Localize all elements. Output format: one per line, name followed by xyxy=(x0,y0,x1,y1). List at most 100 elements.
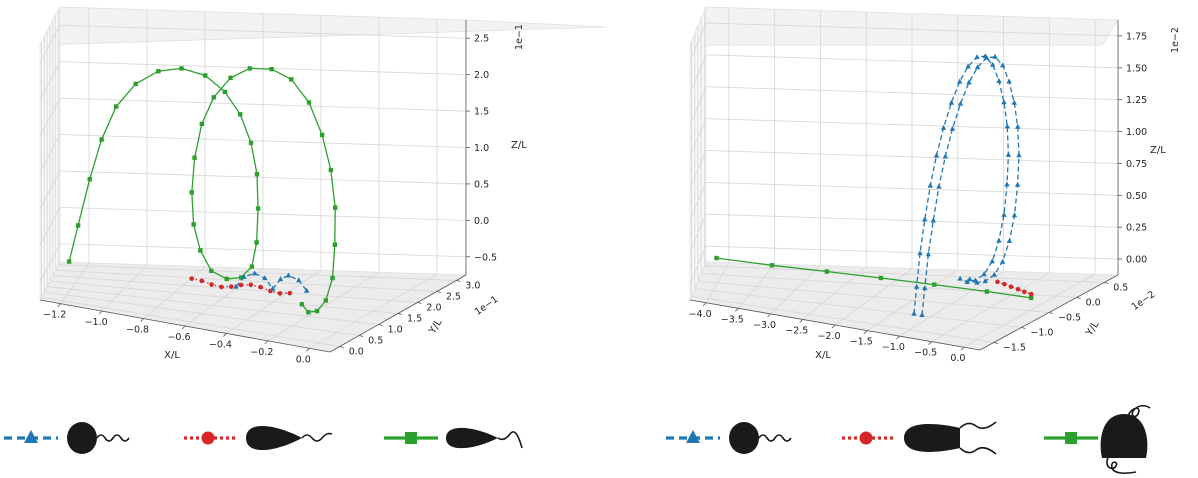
square-marker xyxy=(156,69,161,74)
z-gridline xyxy=(689,86,707,125)
z-gridline xyxy=(59,61,467,76)
x-tick xyxy=(181,325,186,330)
z-gridline xyxy=(705,213,1119,228)
triangle-marker xyxy=(277,276,284,282)
x-tick xyxy=(896,335,900,340)
legend-triangle-marker xyxy=(24,430,38,443)
data-series xyxy=(919,53,1022,317)
circle-marker xyxy=(258,284,263,290)
z-gridline xyxy=(39,97,61,137)
y-tick xyxy=(359,335,364,337)
square-marker xyxy=(332,205,338,210)
square-marker xyxy=(189,190,194,195)
z-tick-label: 1.0 xyxy=(474,143,489,154)
flagellum xyxy=(497,431,523,449)
z-gridline xyxy=(705,150,1119,164)
z-gridline xyxy=(59,243,467,258)
triangle-marker xyxy=(967,276,973,282)
square-marker xyxy=(248,140,254,146)
y-tick-label: −0.5 xyxy=(1058,313,1081,324)
y-tick-label: −1.5 xyxy=(1003,343,1026,354)
circle-marker xyxy=(1002,281,1007,287)
x-tick-label: −1.0 xyxy=(882,342,905,353)
z-gridline xyxy=(39,25,61,64)
circle-marker xyxy=(228,284,234,289)
z-gridline xyxy=(705,181,1119,196)
x-tick xyxy=(767,313,771,318)
x-tick-label: −2.5 xyxy=(785,325,808,336)
z-gridline xyxy=(689,150,707,189)
x-tick xyxy=(863,330,868,334)
z-gridline xyxy=(39,243,61,282)
square-marker xyxy=(224,276,229,282)
square-marker xyxy=(769,263,775,268)
flagellum xyxy=(301,432,333,442)
x-axis-label: X/L xyxy=(164,350,180,361)
triangle-marker xyxy=(911,310,917,316)
x-tick-label: −4.0 xyxy=(689,309,712,320)
y-tick-label: 2.5 xyxy=(446,292,461,303)
z-tick-label: 1.00 xyxy=(1126,127,1147,138)
flagellum xyxy=(96,434,130,442)
x-tick-label: −0.4 xyxy=(209,339,232,350)
z-tick-label: 1.75 xyxy=(1126,31,1147,42)
x-tick xyxy=(98,310,103,315)
y-axis-label: Y/L xyxy=(1084,319,1102,339)
teardrop-cell-two-flagella-icon xyxy=(842,421,997,455)
z-gridline xyxy=(39,170,61,210)
square-marker xyxy=(254,172,260,177)
triangle-marker xyxy=(1005,151,1012,157)
triangle-marker xyxy=(922,285,928,290)
x-tick xyxy=(735,308,739,312)
legend-circle-marker xyxy=(201,431,215,445)
triangle-marker xyxy=(974,279,980,285)
y-tick-label: 0.0 xyxy=(1086,298,1101,309)
y-tick-label: 0.0 xyxy=(349,347,364,358)
z-gridline xyxy=(705,245,1119,260)
y-tick xyxy=(1048,312,1054,314)
y-tick-label: 1.5 xyxy=(407,314,422,325)
z-tick-label: 0.75 xyxy=(1126,159,1147,170)
circle-marker xyxy=(199,278,205,284)
circle-marker xyxy=(995,279,1000,285)
square-marker xyxy=(1028,295,1034,301)
cell-body xyxy=(904,424,960,452)
triangle-marker xyxy=(990,61,996,67)
z-gridline xyxy=(39,207,61,246)
square-marker xyxy=(306,310,311,315)
x-tick-label: 0.0 xyxy=(950,353,965,364)
y-tick xyxy=(378,324,383,326)
triangle-marker xyxy=(957,275,963,281)
flagellum xyxy=(1106,457,1137,474)
square-marker xyxy=(247,66,253,71)
triangle-marker xyxy=(262,275,268,281)
triangle-marker xyxy=(933,152,940,158)
circle-marker xyxy=(277,291,283,296)
y-gridline xyxy=(47,286,379,325)
x-tick-label: −1.5 xyxy=(850,337,873,348)
x-tick xyxy=(831,324,836,329)
y-gridline xyxy=(44,291,360,336)
triangle-marker xyxy=(965,63,971,69)
square-marker xyxy=(254,240,259,245)
cell-body xyxy=(67,422,97,454)
square-marker xyxy=(306,100,312,105)
triangle-marker xyxy=(981,271,987,277)
z-gridline xyxy=(689,22,707,62)
cell-body xyxy=(446,427,498,449)
y-tick xyxy=(339,346,344,348)
square-marker xyxy=(203,73,208,78)
z-gridline xyxy=(689,54,707,93)
triangle-marker xyxy=(296,277,302,283)
square-marker xyxy=(289,77,294,82)
triangle-marker xyxy=(1006,238,1013,243)
y-tick xyxy=(1021,327,1026,329)
back-pane xyxy=(689,6,1119,46)
z-tick-label: 1.50 xyxy=(1126,63,1147,74)
z-tick-label: 0.50 xyxy=(1126,191,1147,202)
y-gridline xyxy=(41,296,340,347)
triangle-marker xyxy=(1011,99,1017,105)
x-tick xyxy=(140,318,144,322)
triangle-marker xyxy=(241,273,247,279)
triangle-marker xyxy=(957,78,963,84)
